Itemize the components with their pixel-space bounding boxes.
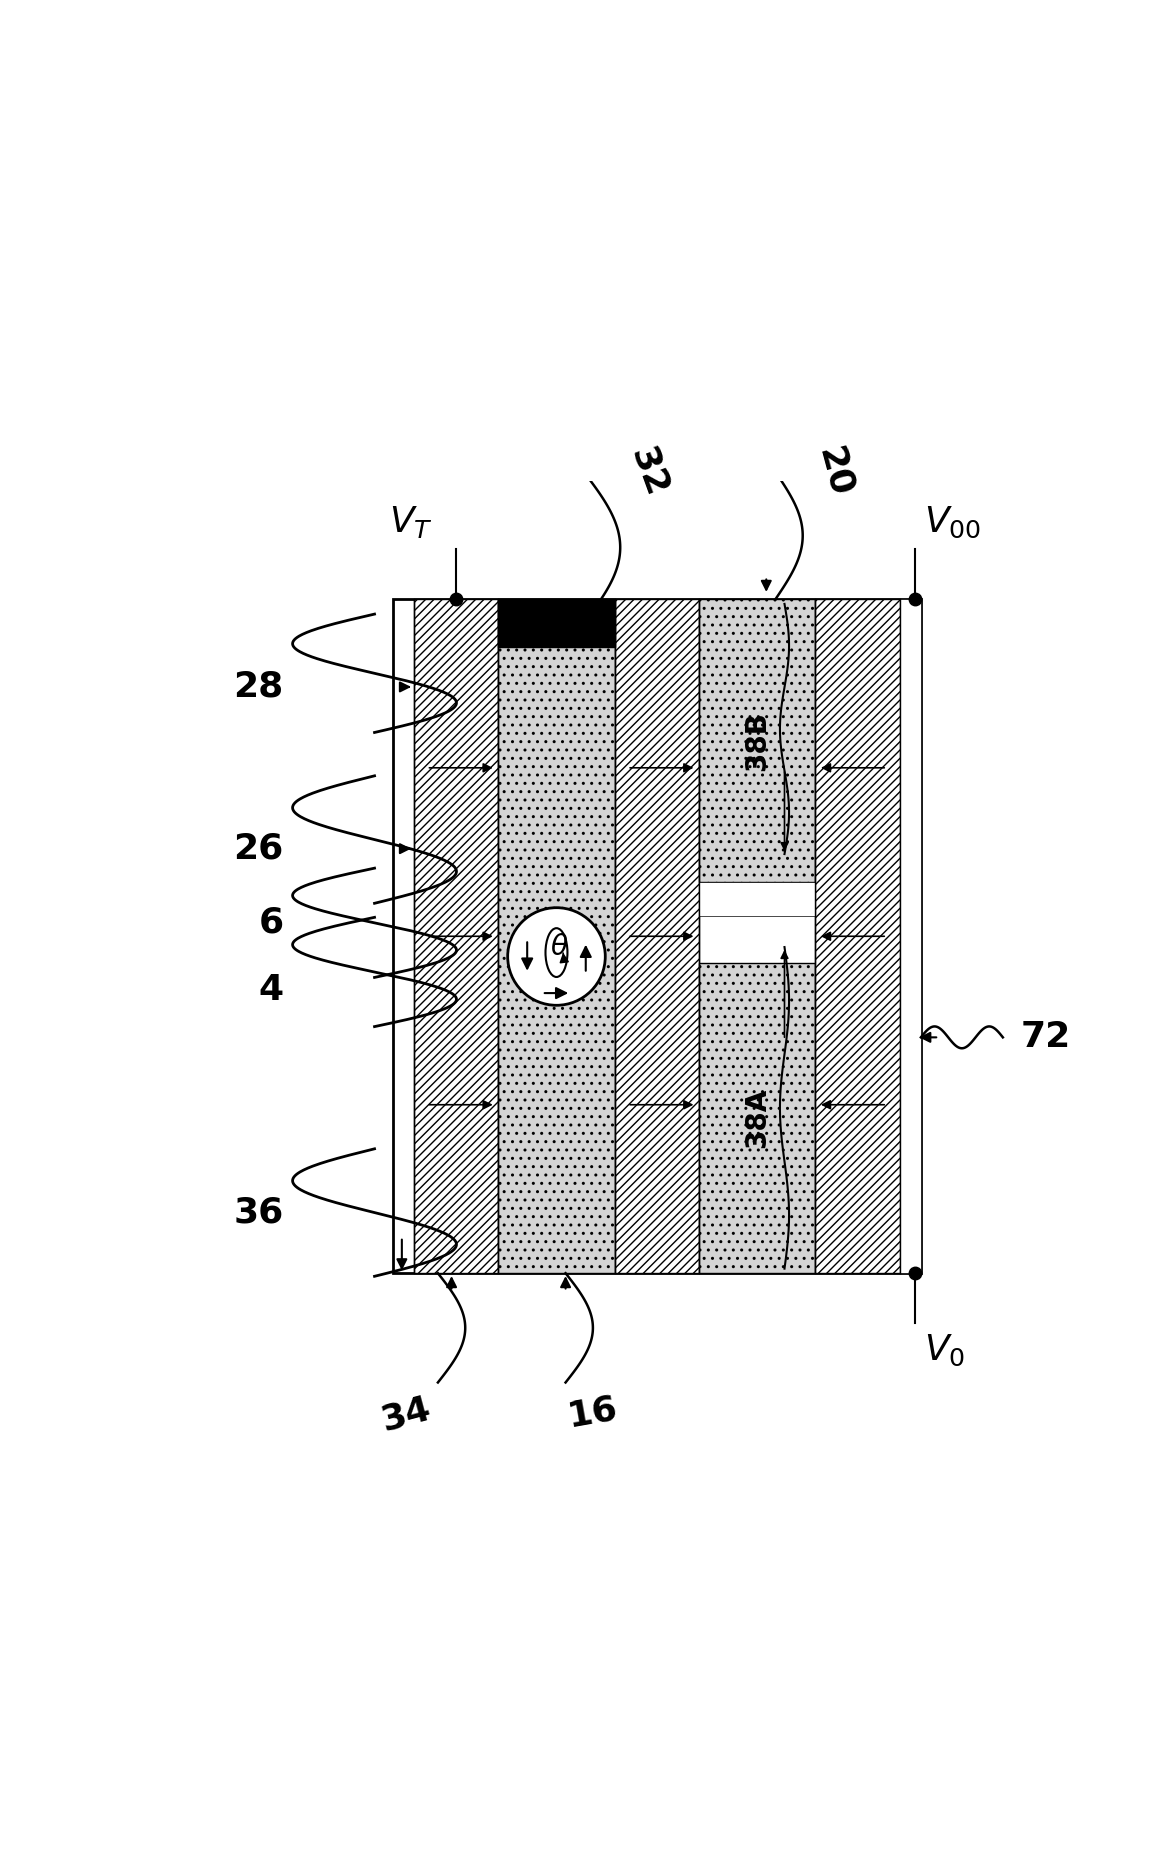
Ellipse shape <box>545 929 568 977</box>
Bar <box>699 883 815 916</box>
Text: 20: 20 <box>812 443 858 501</box>
Bar <box>498 599 615 647</box>
Bar <box>392 599 921 1274</box>
Text: 28: 28 <box>233 669 283 705</box>
Text: 36: 36 <box>233 1196 283 1229</box>
Text: 26: 26 <box>233 832 283 866</box>
Bar <box>615 599 699 1274</box>
Bar <box>498 599 615 1274</box>
Bar <box>900 599 921 1274</box>
Text: 4: 4 <box>258 973 283 1007</box>
Text: 6: 6 <box>258 907 283 940</box>
Circle shape <box>508 908 605 1005</box>
Text: 72: 72 <box>1021 1020 1072 1055</box>
Text: $V_{00}$: $V_{00}$ <box>924 504 981 540</box>
Bar <box>699 964 815 1274</box>
Bar <box>414 599 498 1274</box>
Text: $V_0$: $V_0$ <box>924 1333 965 1368</box>
Text: 16: 16 <box>565 1392 620 1433</box>
Text: 38A: 38A <box>743 1088 771 1148</box>
Text: $V_T$: $V_T$ <box>389 504 432 540</box>
Bar <box>699 599 815 883</box>
Bar <box>815 599 900 1274</box>
Text: 34: 34 <box>377 1392 435 1437</box>
Text: 38B: 38B <box>743 710 771 771</box>
Text: 32: 32 <box>625 443 674 501</box>
Text: $\theta$: $\theta$ <box>550 933 569 960</box>
